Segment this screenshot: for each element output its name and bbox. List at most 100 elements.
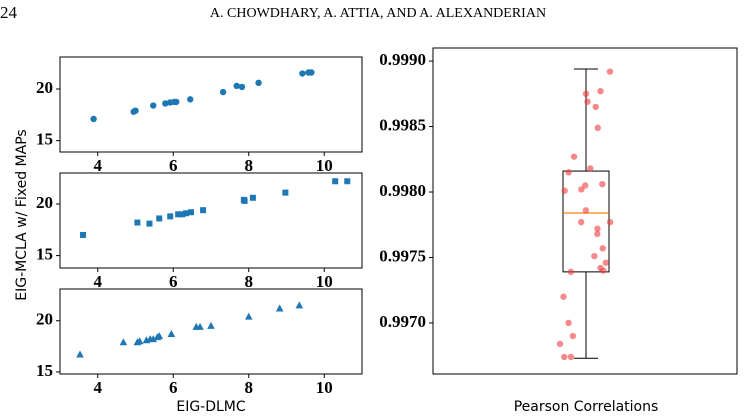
running-title: A. CHOWDHARY, A. ATTIA, AND A. ALEXANDER…: [210, 6, 546, 21]
point: [578, 218, 585, 226]
point: [187, 209, 194, 216]
x-tick-label: 6: [169, 156, 178, 175]
plot-frame: [59, 172, 363, 269]
point: [560, 293, 567, 300]
point: [567, 268, 575, 276]
point: [155, 332, 164, 340]
point: [167, 213, 174, 220]
point: [207, 321, 215, 329]
point: [584, 98, 591, 105]
x-tick-label: 6: [169, 378, 178, 397]
point: [249, 194, 256, 201]
point: [149, 335, 158, 343]
point: [332, 178, 339, 185]
point: [175, 211, 182, 218]
y-tick-label: 20: [36, 78, 53, 97]
y-tick-label: 0.9975: [379, 246, 426, 265]
point: [255, 79, 262, 87]
point: [134, 219, 141, 226]
y-tick-label: 20: [36, 310, 53, 329]
y-tick-label: 15: [36, 130, 53, 149]
point: [569, 332, 577, 340]
point: [582, 182, 589, 189]
x-tick-label: 4: [94, 272, 103, 291]
point: [594, 230, 601, 238]
point: [295, 301, 304, 309]
point: [162, 100, 169, 107]
y-axis-label: EIG-MCLA w/ Fixed MAPs: [14, 129, 30, 300]
point: [602, 259, 609, 266]
point: [146, 220, 153, 227]
point: [591, 252, 598, 260]
point: [570, 153, 578, 160]
point: [597, 88, 604, 95]
x-tick-label: 10: [316, 156, 333, 175]
point: [299, 70, 306, 77]
point: [241, 197, 248, 204]
point: [76, 350, 84, 358]
plot-frame: [432, 47, 738, 375]
point: [282, 189, 289, 196]
point: [173, 98, 180, 106]
point: [344, 178, 351, 185]
point: [606, 218, 614, 226]
point: [308, 69, 315, 76]
point: [594, 124, 601, 132]
point: [219, 88, 227, 96]
y-tick-label: 0.9970: [379, 312, 426, 331]
point: [183, 210, 190, 217]
point: [135, 337, 144, 345]
y-tick-label: 15: [36, 245, 53, 264]
x-tick-label: 10: [316, 272, 333, 291]
point: [578, 186, 585, 193]
point: [561, 187, 568, 194]
x-axis-label: EIG-DLMC: [176, 399, 246, 415]
y-tick-label: 0.9980: [379, 181, 426, 200]
x-tick-label: 6: [169, 272, 178, 291]
point: [565, 169, 572, 176]
plot-frame: [59, 288, 363, 375]
point: [582, 90, 590, 98]
point: [599, 267, 607, 274]
point: [80, 231, 87, 238]
x-tick-label: Pearson Correlations: [514, 399, 659, 415]
point: [556, 340, 564, 348]
point: [592, 103, 599, 111]
x-tick-label: 8: [245, 378, 254, 397]
y-tick-label: 0.9990: [379, 50, 426, 69]
point: [275, 304, 284, 312]
y-tick-label: 20: [36, 193, 53, 212]
point: [90, 115, 97, 123]
x-tick-label: 4: [94, 156, 103, 175]
point: [599, 180, 606, 188]
point: [599, 245, 606, 252]
point: [132, 107, 139, 114]
x-tick-label: 8: [245, 272, 254, 291]
y-tick-label: 15: [36, 361, 53, 380]
point: [606, 68, 614, 75]
point: [200, 207, 207, 214]
x-tick-label: 4: [94, 378, 103, 397]
point: [150, 102, 157, 109]
point: [561, 353, 568, 361]
point: [594, 225, 601, 232]
point: [119, 338, 128, 346]
point: [156, 215, 163, 222]
point: [582, 207, 590, 214]
point: [187, 96, 194, 103]
point: [179, 211, 186, 218]
point: [238, 83, 246, 91]
point: [244, 312, 253, 320]
page-number: 24: [0, 3, 18, 22]
point: [565, 319, 572, 327]
point: [567, 353, 575, 361]
x-tick-label: 10: [316, 378, 333, 397]
point: [167, 330, 176, 338]
plot-frame: [59, 56, 363, 153]
point: [587, 165, 594, 172]
x-tick-label: 8: [245, 156, 254, 175]
point: [233, 82, 240, 90]
point: [196, 322, 204, 330]
y-tick-label: 0.9985: [379, 115, 426, 134]
